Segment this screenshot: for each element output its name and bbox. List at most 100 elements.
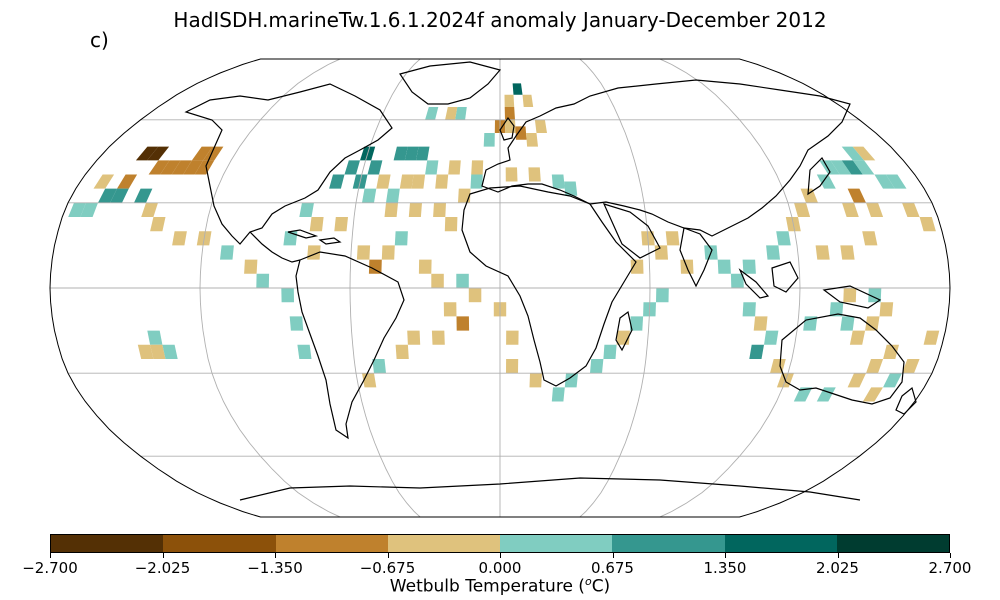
grid-cell [526,133,538,147]
grid-cell [665,231,680,246]
coast-new-zealand [895,386,917,415]
grid-cell [843,288,857,303]
colorbar-tick-mark [612,553,614,558]
grid-cell [749,344,764,359]
grid-cell [399,174,414,189]
colorbar-tick-label: −2.025 [134,559,191,577]
grid-cell [381,245,395,260]
grid-cell [334,217,348,232]
grid-cell [902,202,920,217]
grid-cell [919,217,936,232]
coast-cuba [287,229,319,239]
grid-cell [603,344,617,359]
grid-cell [147,146,170,161]
grid-cell [885,174,907,189]
grid-cell [299,202,314,217]
colorbar-tick-label: −1.350 [247,559,303,577]
grid-cell [150,217,166,232]
coastlines [184,61,917,501]
grid-cell [194,160,215,175]
grid-cell [386,188,400,203]
grid-cell [435,174,449,189]
grid-cell [137,344,154,359]
grid-cell [425,107,439,120]
grid-cell [150,344,166,359]
coast-sumatra [738,268,770,299]
grid-cell [753,316,768,331]
map-boundary [49,58,951,518]
grid-cell [394,231,408,246]
grid-cell [841,160,863,175]
grid-cell [367,160,383,175]
grid-cell [923,330,940,345]
colorbar-label-text: Wetbulb Temperature ( [389,576,585,597]
grid-cell [147,330,163,345]
grid-cell [766,245,780,260]
grid-cell [183,160,204,175]
grid-cell [160,160,181,175]
grid-cell [849,330,866,345]
grid-cell [80,202,98,217]
grid-cell [551,387,565,402]
grid-cell [534,119,547,133]
colorbar-tick-label: 2.025 [816,559,859,577]
grid-cell [505,167,518,182]
grid-cell [281,288,294,303]
colorbar-tick-label: 0.000 [478,559,522,577]
panel-label: c) [90,28,109,52]
grid-cell [171,160,192,175]
grid-cell [297,344,312,359]
grid-cell [408,202,422,217]
colorbar-tick-mark [837,553,839,558]
coast-uk [499,116,515,141]
grid-cell [504,94,515,107]
grid-cell [309,217,324,232]
colorbar-label-unit: C) [591,576,611,597]
grid-cell [529,373,542,388]
grid-cell [654,245,668,260]
grid-cell [742,259,756,274]
grid-cell [564,181,578,196]
colorbar-label-degree: o [584,575,592,588]
coast-india [679,227,713,288]
grid-cell [483,133,495,147]
grid-cell [455,107,467,120]
grid-cell [629,316,644,331]
grid-cell [551,174,565,189]
grid-cell [865,316,880,331]
grid-cell [135,146,159,161]
grid-cell [141,202,158,217]
grid-cell [404,146,419,161]
grid-cell [656,288,669,303]
colorbar-segment [387,535,500,552]
coast-europe [481,79,851,237]
colorbar-tick-mark [50,553,51,558]
colorbar-tick-label: −0.675 [359,559,416,577]
grid-cell [840,316,855,331]
grid-cell [431,330,445,345]
grid-cell [815,245,830,260]
colorbar-segment [836,535,949,552]
grid-cell [717,259,731,274]
grid-cell [902,359,920,374]
grid-cell [770,359,786,374]
grid-cell [134,188,153,203]
grid-cell [590,359,604,374]
grid-cell [506,330,519,345]
grid-cell [847,188,866,203]
colorbar-segment [612,535,725,552]
colorbar-segment [51,535,164,552]
grid-cell [630,259,644,274]
grid-cell [564,373,578,388]
grid-cell [528,167,541,182]
grid-cell [117,174,138,189]
graticule [50,59,950,517]
coast-australia [779,313,905,405]
grid-cell [742,302,756,317]
grid-cell [162,344,178,359]
grid-cell [830,160,852,175]
grid-cell [512,83,523,95]
grid-cell [172,231,187,246]
coast-japan [807,157,831,196]
grid-cell [362,188,377,203]
